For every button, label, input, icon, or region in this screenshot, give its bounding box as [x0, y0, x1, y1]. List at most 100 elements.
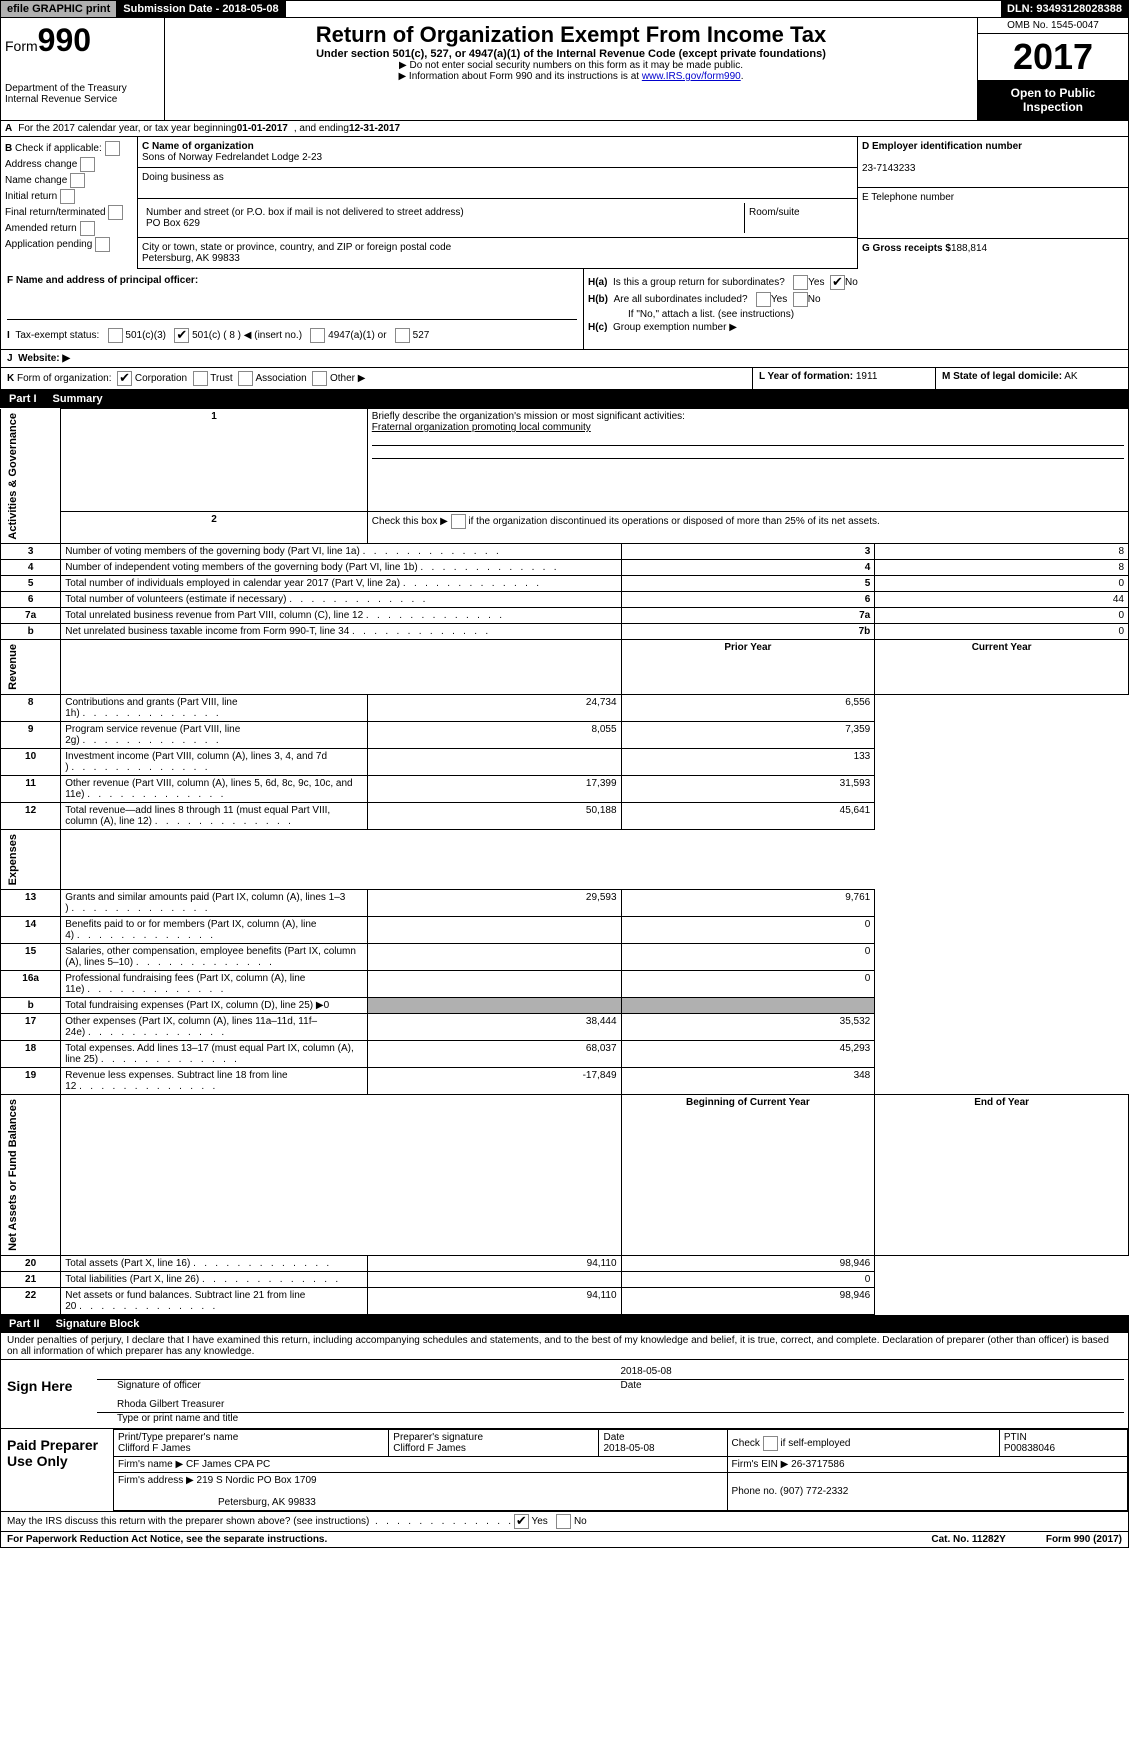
dba-label: Doing business as [142, 172, 224, 183]
checkbox-address-change: Address change [5, 157, 133, 172]
hb-note: If "No," attach a list. (see instruction… [588, 309, 1124, 320]
ha-text: Is this a group return for subordinates? [613, 277, 785, 288]
cb-501c3[interactable] [108, 328, 123, 343]
vlabel-expenses: Expenses [5, 832, 21, 887]
penalty-text: Under penalties of perjury, I declare th… [1, 1333, 1128, 1360]
form-title: Return of Organization Exempt From Incom… [177, 22, 965, 48]
ptin-value: P00838046 [1004, 1443, 1055, 1454]
firm-city: Petersburg, AK 99833 [118, 1497, 316, 1508]
discuss-no[interactable] [556, 1514, 571, 1529]
checkbox-amended-return: Amended return [5, 221, 133, 236]
paid-preparer-label: Paid Preparer Use Only [1, 1429, 113, 1511]
part1-header: Part ISummary [0, 390, 1129, 408]
cb-trust[interactable] [193, 371, 208, 386]
dln-label: DLN: 93493128028388 [1001, 1, 1128, 17]
hb-yes[interactable] [756, 292, 771, 307]
discuss-yes[interactable] [514, 1514, 529, 1529]
ein-label: D Employer identification number [862, 141, 1022, 152]
cb-527[interactable] [395, 328, 410, 343]
officer-label: F Name and address of principal officer: [7, 275, 198, 286]
vlabel-activities: Activities & Governance [5, 411, 21, 542]
cb-self-emp[interactable] [763, 1436, 778, 1451]
checkbox-initial-return: Initial return [5, 189, 133, 204]
officer-name: Rhoda Gilbert Treasurer [117, 1399, 1124, 1410]
checkbox-final-return-terminated: Final return/terminated [5, 205, 133, 220]
checkbox-application-pending: Application pending [5, 237, 133, 252]
gross-label: G Gross receipts $ [862, 243, 951, 254]
addr-label: Number and street (or P.O. box if mail i… [146, 207, 464, 218]
cb-501c[interactable] [174, 328, 189, 343]
open-public: Open to Public Inspection [978, 80, 1128, 120]
firm-ein: 26-3717586 [791, 1459, 844, 1470]
part2-header: Part IISignature Block [0, 1315, 1129, 1333]
hb-text: Are all subordinates included? [614, 294, 748, 305]
col-begin: Beginning of Current Year [621, 1095, 875, 1256]
sections-de: D Employer identification number 23-71432… [857, 137, 1128, 269]
cb-corp[interactable] [117, 371, 132, 386]
form-header: Form990 Department of the Treasury Inter… [0, 18, 1129, 121]
tax-exempt-label: Tax-exempt status: [15, 330, 99, 341]
irs-link[interactable]: www.IRS.gov/form990 [642, 71, 741, 82]
cb-assoc[interactable] [238, 371, 253, 386]
ha-yes[interactable] [793, 275, 808, 290]
instr-2: ▶ Information about Form 990 and its ins… [177, 71, 965, 82]
discuss-text: May the IRS discuss this return with the… [7, 1516, 369, 1527]
addr-value: PO Box 629 [146, 218, 200, 229]
org-name-label: C Name of organization [142, 141, 254, 152]
sign-here-label: Sign Here [1, 1360, 93, 1428]
phone-label: E Telephone number [862, 192, 954, 203]
sections-klm: K Form of organization: Corporation Trus… [0, 368, 1129, 390]
instr-1: ▶ Do not enter social security numbers o… [177, 60, 965, 71]
submission-date: Submission Date - 2018-05-08 [117, 1, 285, 17]
col-prior: Prior Year [621, 640, 875, 695]
ein-value: 23-7143233 [862, 163, 915, 174]
firm-phone: (907) 772-2332 [780, 1486, 848, 1497]
q2-text: Check this box ▶ if the organization dis… [372, 516, 880, 527]
section-b: B Check if applicable: Address change Na… [1, 137, 138, 269]
name-title-label: Type or print name and title [97, 1413, 1124, 1424]
self-employed: Check if self-employed [732, 1438, 851, 1449]
room-label: Room/suite [745, 203, 853, 233]
cb-4947[interactable] [310, 328, 325, 343]
footer: For Paperwork Reduction Act Notice, see … [0, 1532, 1129, 1548]
preparer-date: 2018-05-08 [603, 1443, 654, 1454]
summary-table: Activities & Governance 1Briefly describ… [0, 408, 1129, 1315]
cat-no: Cat. No. 11282Y [931, 1534, 1005, 1545]
cb-other[interactable] [312, 371, 327, 386]
cb-discontinued[interactable] [451, 514, 466, 529]
header-bar: efile GRAPHIC print Submission Date - 20… [0, 0, 1129, 18]
tax-year: 2017 [978, 34, 1128, 80]
checkbox-name-change: Name change [5, 173, 133, 188]
sig-officer-label: Signature of officer [117, 1380, 621, 1391]
gross-value: 188,814 [951, 243, 987, 254]
form-subtitle: Under section 501(c), 527, or 4947(a)(1)… [177, 48, 965, 60]
pra-notice: For Paperwork Reduction Act Notice, see … [7, 1534, 327, 1545]
city-value: Petersburg, AK 99833 [142, 253, 240, 264]
vlabel-netassets: Net Assets or Fund Balances [5, 1097, 21, 1253]
signature-block: Under penalties of perjury, I declare th… [0, 1333, 1129, 1532]
form-ref: Form 990 (2017) [1046, 1534, 1122, 1545]
form-number: Form990 [5, 22, 160, 59]
sections-bcde: B Check if applicable: Address change Na… [0, 137, 1129, 269]
hb-no[interactable] [793, 292, 808, 307]
org-name: Sons of Norway Fedrelandet Lodge 2-23 [142, 152, 322, 163]
check-applicable[interactable] [105, 141, 120, 156]
date-label: Date [621, 1380, 1125, 1391]
col-current: Current Year [875, 640, 1129, 695]
city-label: City or town, state or province, country… [142, 242, 451, 253]
preparer-name: Clifford F James [118, 1443, 191, 1454]
mission-text: Fraternal organization promoting local c… [372, 422, 591, 433]
year-formation: 1911 [856, 371, 878, 382]
omb-number: OMB No. 1545-0047 [978, 18, 1128, 34]
state-domicile: AK [1064, 371, 1077, 382]
section-c: C Name of organizationSons of Norway Fed… [138, 137, 857, 269]
sections-fhij: F Name and address of principal officer:… [0, 269, 1129, 350]
efile-label: efile GRAPHIC print [1, 1, 117, 17]
dept-irs: Internal Revenue Service [5, 94, 160, 105]
firm-name: CF James CPA PC [186, 1459, 270, 1470]
sig-date: 2018-05-08 [621, 1366, 1125, 1377]
col-end: End of Year [875, 1095, 1129, 1256]
vlabel-revenue: Revenue [5, 642, 21, 692]
ha-no[interactable] [830, 275, 845, 290]
section-a: A For the 2017 calendar year, or tax yea… [0, 121, 1129, 137]
